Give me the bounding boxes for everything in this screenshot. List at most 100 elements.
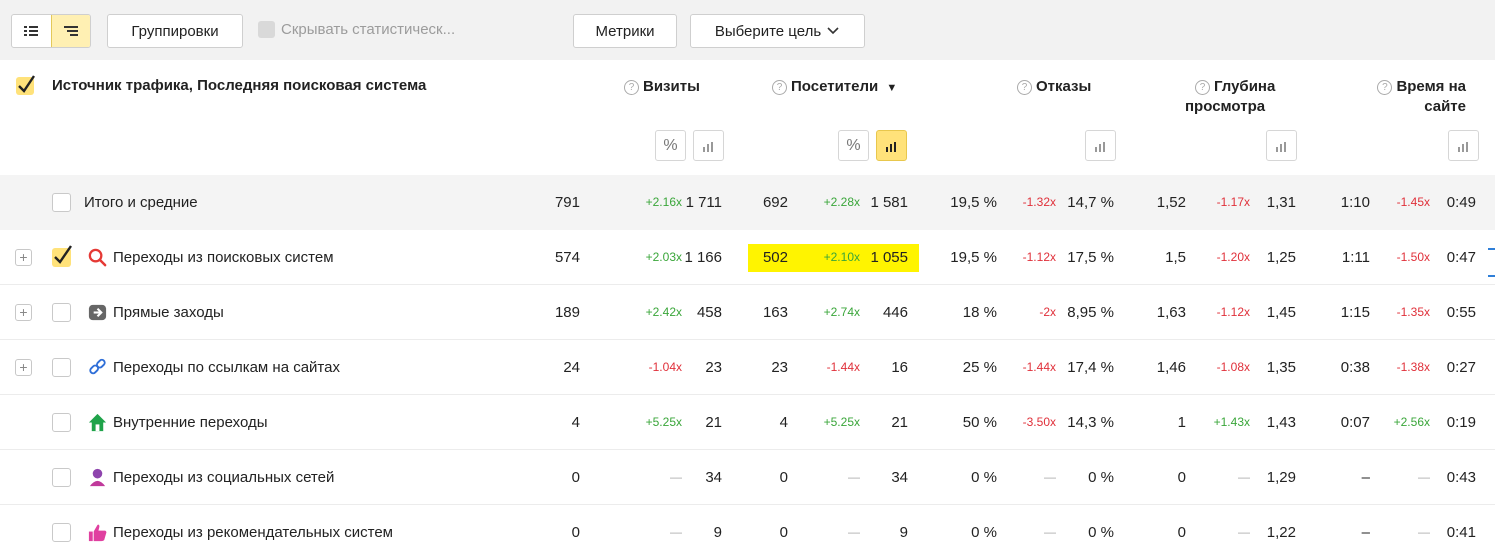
edge-marker bbox=[1488, 248, 1495, 250]
groupings-button[interactable]: Группировки bbox=[107, 14, 243, 48]
thumbs-up-icon bbox=[87, 522, 108, 543]
metric-value: 0 bbox=[1177, 469, 1186, 486]
chevron-down-icon bbox=[827, 27, 839, 35]
row-checkbox[interactable] bbox=[52, 193, 71, 212]
metric-value: 19,5 % bbox=[950, 194, 997, 211]
metric-delta: -1.04x bbox=[648, 360, 682, 374]
metric-header-depth[interactable]: ? Глубина просмотра bbox=[1185, 78, 1276, 115]
help-icon[interactable]: ? bbox=[772, 80, 787, 95]
header-checkbox-checked[interactable] bbox=[15, 74, 37, 96]
table-row[interactable]: + Прямые заходы 189 +2.42x 458 163 +2.74x 446 18… bbox=[0, 285, 1495, 340]
metric-delta: +2.28x bbox=[823, 195, 860, 209]
table-row[interactable]: + Переходы по ссылкам на сайтах 24 -1.04x 23… bbox=[0, 340, 1495, 395]
metric-comparison: 34 bbox=[705, 469, 722, 486]
help-icon[interactable]: ? bbox=[1377, 80, 1393, 95]
metric-delta: +2.56x bbox=[1393, 415, 1430, 429]
metric-value: 1:10 bbox=[1340, 194, 1370, 211]
percent-toggle-visits[interactable]: % bbox=[655, 130, 686, 161]
help-icon[interactable]: ? bbox=[1017, 80, 1032, 95]
chart-toggle-depth[interactable] bbox=[1266, 130, 1297, 161]
metric-value: 1 bbox=[1177, 414, 1186, 431]
expand-icon[interactable]: + bbox=[15, 359, 32, 376]
metric-delta: -1.32x bbox=[1022, 195, 1056, 209]
table-row[interactable]: Переходы из социальных сетей 0 — 34 0 — 34 0 % —… bbox=[0, 450, 1495, 505]
row-checkbox[interactable] bbox=[52, 303, 71, 322]
bar-chart-icon bbox=[885, 141, 896, 152]
bar-chart-icon bbox=[1275, 141, 1286, 152]
chart-toggle-bounce[interactable] bbox=[1085, 130, 1116, 161]
chart-toggle-visits[interactable] bbox=[693, 130, 724, 161]
bar-chart-icon bbox=[1457, 141, 1468, 152]
metric-header-bounce[interactable]: ? Отказы bbox=[1017, 77, 1091, 97]
metric-delta: -1.17x bbox=[1216, 195, 1250, 209]
metric-comparison: 16 bbox=[891, 359, 908, 376]
list-view-button[interactable] bbox=[12, 15, 51, 47]
metric-comparison: 0:49 bbox=[1446, 194, 1476, 211]
bar-chart-icon bbox=[702, 141, 713, 152]
metric-value: 23 bbox=[771, 359, 788, 376]
chart-toggle-users[interactable] bbox=[876, 130, 907, 161]
metric-comparison: 0 % bbox=[1088, 469, 1114, 486]
metric-comparison: 1,35 bbox=[1266, 359, 1296, 376]
goal-select[interactable]: Выберите цель bbox=[690, 14, 865, 48]
metric-delta: — bbox=[670, 470, 682, 484]
tree-view-button[interactable] bbox=[50, 15, 90, 47]
table-row[interactable]: + Переходы из поисковых систем 574 +2.03x 1 … bbox=[0, 230, 1495, 285]
metric-delta: -1.44x bbox=[1022, 360, 1056, 374]
metric-value: 574 bbox=[554, 249, 580, 266]
help-icon[interactable]: ? bbox=[1195, 80, 1210, 95]
metric-value: 4 bbox=[571, 414, 580, 431]
direct-arrow-icon bbox=[87, 302, 108, 323]
home-icon bbox=[87, 412, 108, 433]
bar-chart-icon bbox=[1094, 141, 1105, 152]
row-checkbox[interactable] bbox=[52, 413, 71, 432]
row-checkbox[interactable] bbox=[52, 468, 71, 487]
metric-header-users[interactable]: ? Посетители ▼ bbox=[772, 77, 897, 98]
metric-value: 19,5 % bbox=[950, 249, 997, 266]
hide-stats-checkbox[interactable]: Скрывать статистическ... bbox=[258, 21, 455, 38]
metric-value: 189 bbox=[554, 304, 580, 321]
metric-comparison: 1,25 bbox=[1266, 249, 1296, 266]
row-label: Переходы из социальных сетей bbox=[113, 469, 335, 486]
metric-comparison: 1,22 bbox=[1266, 524, 1296, 541]
help-icon[interactable]: ? bbox=[624, 80, 639, 95]
metric-value: 1,52 bbox=[1156, 194, 1186, 211]
metric-comparison: 0:43 bbox=[1446, 469, 1476, 486]
metric-comparison: 0:55 bbox=[1446, 304, 1476, 321]
chart-toggle-time[interactable] bbox=[1448, 130, 1479, 161]
metric-delta: -3.50x bbox=[1022, 415, 1056, 429]
expand-icon[interactable]: + bbox=[15, 249, 32, 266]
metric-delta: +1.43x bbox=[1213, 415, 1250, 429]
metric-delta: — bbox=[848, 525, 860, 539]
metric-comparison: 34 bbox=[891, 469, 908, 486]
metrics-button[interactable]: Метрики bbox=[573, 14, 677, 48]
metric-value: – bbox=[1361, 469, 1370, 486]
metric-delta: — bbox=[1418, 525, 1430, 539]
metric-comparison: 21 bbox=[705, 414, 722, 431]
metric-value: 1:11 bbox=[1341, 249, 1370, 266]
table-row[interactable]: Внутренние переходы 4 +5.25x 21 4 +5.25x 21 50 … bbox=[0, 395, 1495, 450]
table-row[interactable]: Переходы из рекомендательных систем 0 — 9 0 —… bbox=[0, 505, 1495, 553]
metric-header-time[interactable]: ? Время на сайте bbox=[1366, 77, 1466, 117]
expand-icon[interactable]: + bbox=[15, 304, 32, 321]
tree-view-icon bbox=[63, 26, 78, 36]
metric-comparison: 1,31 bbox=[1266, 194, 1296, 211]
row-checkbox-checked[interactable] bbox=[52, 244, 76, 268]
metric-value: 0 bbox=[571, 524, 580, 541]
metric-delta: — bbox=[1044, 470, 1056, 484]
metric-comparison: 17,5 % bbox=[1067, 249, 1114, 266]
total-row[interactable]: Итого и средние 791 +2.16x 1 711 692 +2.28x 1 … bbox=[0, 175, 1495, 230]
metric-comparison: 17,4 % bbox=[1067, 359, 1114, 376]
metric-comparison: 1 581 bbox=[870, 194, 908, 211]
metric-delta: — bbox=[1418, 470, 1430, 484]
metric-comparison: 1,43 bbox=[1266, 414, 1296, 431]
row-label: Переходы из поисковых систем bbox=[113, 249, 334, 266]
metric-delta: -1.44x bbox=[826, 360, 860, 374]
row-checkbox[interactable] bbox=[52, 523, 71, 542]
metric-header-visits[interactable]: ? Визиты bbox=[624, 77, 700, 97]
metric-delta: +2.42x bbox=[645, 305, 682, 319]
percent-toggle-users[interactable]: % bbox=[838, 130, 869, 161]
metric-comparison: 0:27 bbox=[1446, 359, 1476, 376]
metric-value: 25 % bbox=[962, 359, 997, 376]
row-checkbox[interactable] bbox=[52, 358, 71, 377]
